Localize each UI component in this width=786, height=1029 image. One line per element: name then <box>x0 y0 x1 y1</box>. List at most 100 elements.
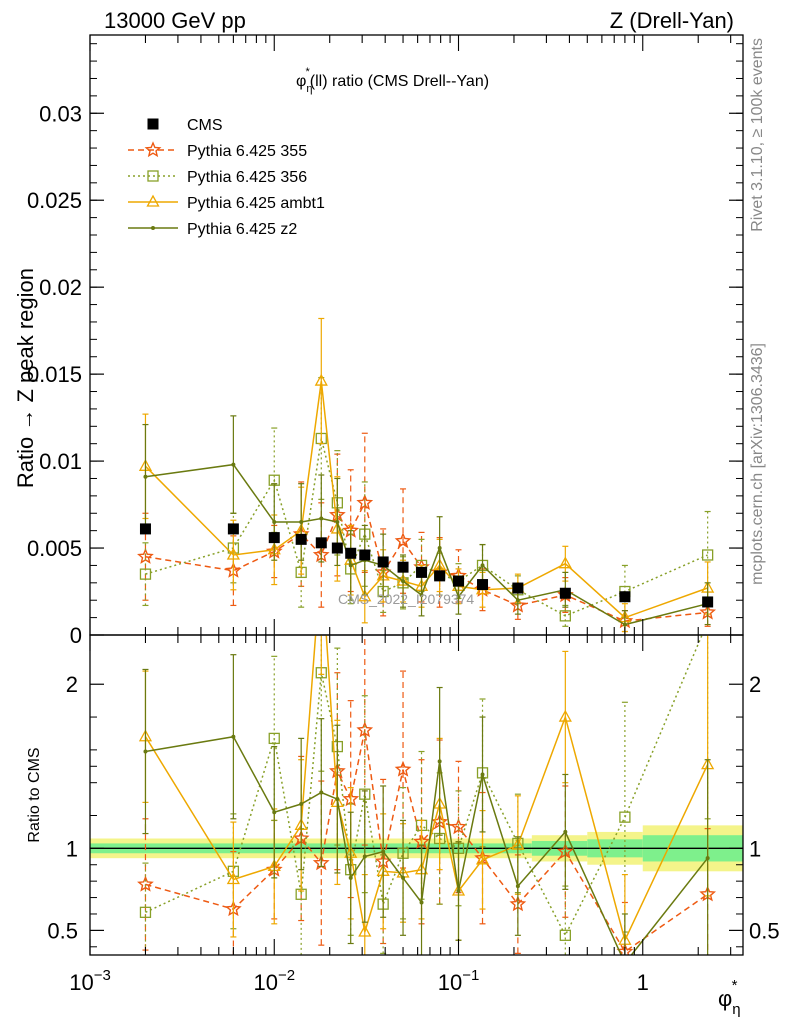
ratio-point-p355 <box>137 875 154 892</box>
main-point-z2 <box>272 519 277 524</box>
ratio-point-z2 <box>362 854 367 859</box>
main-point-z2 <box>456 594 461 599</box>
main-point-ambt1 <box>558 556 572 569</box>
legend-label-cms: CMS <box>187 117 223 134</box>
main-point-z2 <box>401 579 406 584</box>
main-point-ambt1 <box>314 373 328 386</box>
x-tick-exponent: −1 <box>462 967 479 984</box>
main-plot-title: φη *(ll) ratio (CMS Drell--Yan) <box>296 66 489 95</box>
ratio-point-z2 <box>623 961 627 965</box>
legend-marker-p356 <box>147 170 159 182</box>
title-rest: (ll) ratio (CMS Drell--Yan) <box>310 73 489 90</box>
ratio-point-z2 <box>348 875 353 880</box>
main-point-z2 <box>335 519 340 524</box>
main-point-cms <box>434 570 446 582</box>
x-tick-base: 10 <box>69 970 93 995</box>
main-plot-panel: 0 0.005 0.01 0.015 0.02 0.025 0.03 Ratio → Z p… <box>13 34 744 648</box>
ratio-y-tick-label-left: 2 <box>66 672 78 697</box>
main-point-z2 <box>480 563 485 568</box>
main-point-z2 <box>515 598 520 603</box>
x-axis-star: * <box>732 977 738 994</box>
x-axis-label: φη * <box>718 977 741 1018</box>
legend: CMS Pythia 6.425 355 Pythia 6.425 356 Pythi… <box>128 117 325 238</box>
legend-label-ambt1: Pythia 6.425 ambt1 <box>187 195 325 212</box>
main-y-axis-label: Ratio → Z peak region <box>13 268 38 488</box>
ratio-point-z2 <box>401 875 406 880</box>
mcplots-credit-label: mcplots.cern.ch [arXiv:1306.3436] <box>749 343 766 585</box>
main-point-cms <box>268 532 280 544</box>
main-y-tick-label: 0.03 <box>39 101 82 126</box>
ratio-point-z2 <box>515 884 520 889</box>
ratio-y-tick-label-right: 2 <box>749 672 761 697</box>
main-series-cms <box>139 523 714 608</box>
x-tick-label: 10−3 <box>69 967 111 995</box>
main-point-z2 <box>348 563 353 568</box>
x-tick-base: 10 <box>253 970 277 995</box>
main-point-cms <box>377 556 389 568</box>
ratio-point-z2 <box>319 790 324 795</box>
x-tick-label: 10−2 <box>253 967 295 995</box>
legend-marker-cms <box>147 118 159 130</box>
ratio-point-p355 <box>356 721 374 738</box>
main-point-z2 <box>437 546 442 551</box>
ratio-series-z2 <box>142 654 711 965</box>
main-point-z2 <box>622 622 627 627</box>
main-point-cms <box>315 537 327 549</box>
ratio-point-ambt1 <box>358 924 372 937</box>
main-point-cms <box>359 549 371 561</box>
legend-label-p356: Pythia 6.425 356 <box>187 169 307 186</box>
ratio-series-ambt1 <box>138 635 715 955</box>
ratio-y-tick-label-left: 0.5 <box>47 918 78 943</box>
title-phi: φ <box>296 73 306 90</box>
legend-label-p355: Pythia 6.425 355 <box>187 143 307 160</box>
title-eta: η <box>306 83 312 95</box>
ratio-y-axis-label: Ratio to CMS <box>26 747 43 842</box>
main-line-p356 <box>145 438 708 617</box>
x-tick-base: 10 <box>438 970 462 995</box>
ratio-point-p356 <box>268 732 280 745</box>
ratio-point-z2 <box>480 772 485 777</box>
ratio-point-ambt1 <box>226 872 240 885</box>
main-point-cms <box>139 523 151 535</box>
main-point-cms <box>345 547 357 559</box>
ratio-line-ambt1 <box>144 635 709 943</box>
main-series-ambt1 <box>138 317 715 633</box>
main-line-z2 <box>145 463 708 626</box>
legend-label-z2: Pythia 6.425 z2 <box>187 221 297 238</box>
x-axis-phi: φ <box>718 986 732 1011</box>
main-point-cms <box>619 591 631 603</box>
main-point-z2 <box>143 474 148 479</box>
ratio-point-z2 <box>272 810 277 815</box>
legend-marker-ambt1 <box>146 194 160 207</box>
x-tick-label: 1 <box>637 970 649 995</box>
main-point-p356 <box>701 549 714 561</box>
main-point-cms <box>227 523 239 535</box>
legend-marker-p355 <box>144 141 162 158</box>
x-axis-eta: η <box>732 1001 740 1018</box>
ratio-point-z2 <box>456 889 461 893</box>
main-y-tick-label: 0 <box>70 623 82 648</box>
main-point-ambt1 <box>226 547 240 560</box>
main-y-tick-label: 0.005 <box>27 536 82 561</box>
ratio-point-p356 <box>139 906 152 918</box>
ratio-plot-frame <box>89 634 744 956</box>
ratio-point-ambt1 <box>475 852 490 865</box>
ratio-point-z2 <box>381 849 386 854</box>
ratio-point-z2 <box>437 759 442 764</box>
title-star: * <box>306 66 311 78</box>
main-point-cms <box>416 566 428 578</box>
ratio-plot-panel: 0.5 0.51 12 210−3 10−2 10−1 1 Ratio to CMS φη* <box>26 634 780 1018</box>
rivet-version-label: Rivet 3.1.10, ≥ 100k events <box>749 38 766 232</box>
x-tick-label: 10−1 <box>438 967 480 995</box>
ratio-y-tick-label-right: 0.5 <box>749 918 780 943</box>
ratio-series-p356 <box>139 635 711 955</box>
main-point-ambt1 <box>358 589 372 602</box>
main-point-cms <box>397 561 409 573</box>
main-point-z2 <box>231 462 236 467</box>
main-point-cms <box>331 542 343 554</box>
main-y-tick-label: 0.025 <box>27 188 82 213</box>
main-y-tick-label: 0.02 <box>39 275 82 300</box>
header-left-label: 13000 GeV pp <box>104 8 246 33</box>
main-point-cms <box>453 575 465 587</box>
main-point-cms <box>512 582 524 594</box>
